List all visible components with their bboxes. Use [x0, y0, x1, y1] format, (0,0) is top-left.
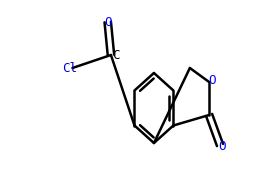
Text: O: O [104, 16, 112, 28]
Text: O: O [208, 74, 216, 87]
Text: Cl: Cl [62, 62, 77, 74]
Text: C: C [112, 49, 119, 62]
Text: O: O [218, 140, 225, 153]
